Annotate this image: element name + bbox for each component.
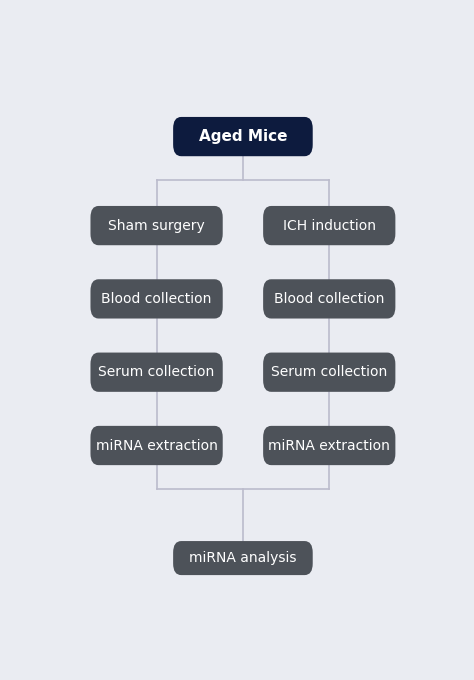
FancyBboxPatch shape (91, 426, 223, 465)
FancyBboxPatch shape (263, 352, 395, 392)
Text: ICH induction: ICH induction (283, 218, 376, 233)
Text: miRNA analysis: miRNA analysis (189, 551, 297, 565)
Text: miRNA extraction: miRNA extraction (96, 439, 218, 452)
FancyBboxPatch shape (263, 426, 395, 465)
Text: miRNA extraction: miRNA extraction (268, 439, 390, 452)
FancyBboxPatch shape (173, 117, 313, 156)
Text: Aged Mice: Aged Mice (199, 129, 287, 144)
Text: Blood collection: Blood collection (101, 292, 212, 306)
Text: Serum collection: Serum collection (271, 365, 387, 379)
FancyBboxPatch shape (91, 352, 223, 392)
Text: Blood collection: Blood collection (274, 292, 384, 306)
FancyBboxPatch shape (263, 279, 395, 318)
Text: Serum collection: Serum collection (99, 365, 215, 379)
Text: Sham surgery: Sham surgery (108, 218, 205, 233)
FancyBboxPatch shape (91, 206, 223, 245)
FancyBboxPatch shape (91, 279, 223, 318)
FancyBboxPatch shape (173, 541, 313, 575)
FancyBboxPatch shape (263, 206, 395, 245)
